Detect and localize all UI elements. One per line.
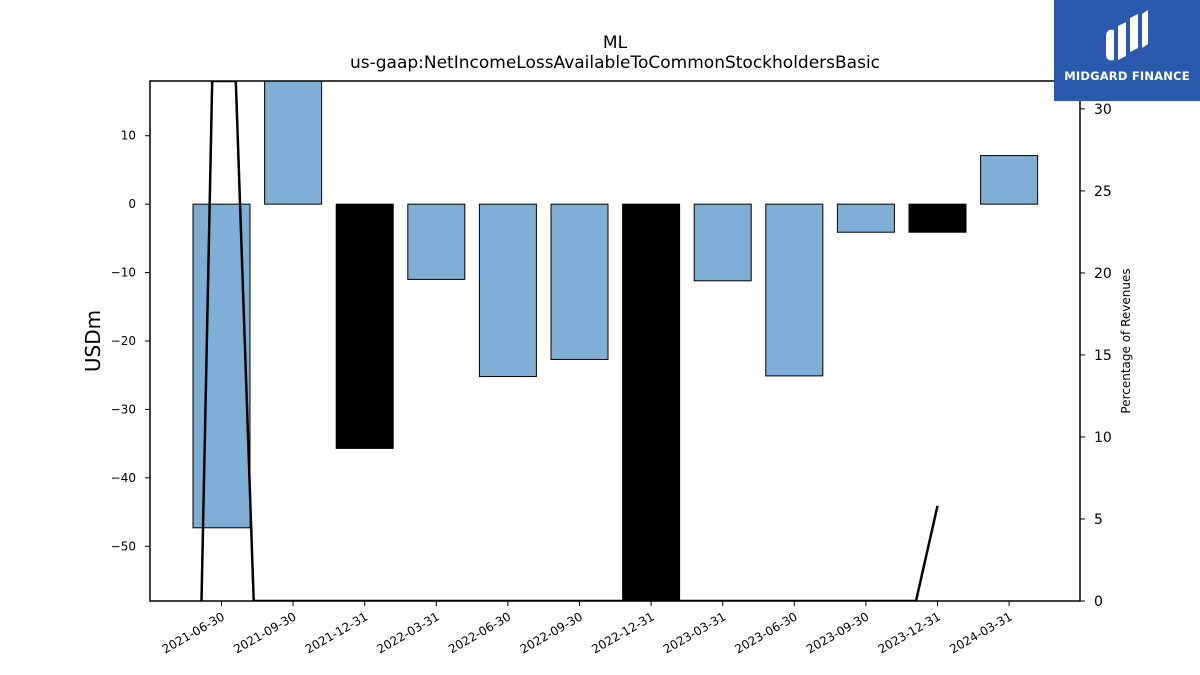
bar [693,203,752,282]
bar [335,203,394,449]
pct-line-group [200,81,939,601]
bar [550,203,609,360]
x-tick-label: 2023-12-31 [876,609,943,656]
y-axis-left: −50 −40 −30 −20 −10 0 10 [111,129,150,553]
bar [836,203,895,233]
y-axis-right: 0 5 10 15 20 25 30 [1080,102,1112,610]
y2-tick-label: 5 [1094,512,1103,528]
bar [192,203,251,529]
x-tick-label: 2023-03-31 [661,609,728,656]
bar [478,203,537,378]
y2-tick-label: 20 [1094,266,1112,282]
x-tick-label: 2022-03-31 [374,609,441,656]
pct-line [200,81,939,601]
x-tick-label: 2023-09-30 [804,609,871,656]
logo-mark-icon [1106,10,1148,61]
y-tick-label: −20 [111,334,136,348]
bar [622,203,681,602]
bar [765,203,824,377]
bar [980,155,1039,205]
y-tick-label: −30 [111,402,136,416]
y2-axis-label: Percentage of Revenues [1119,268,1133,413]
bar [407,203,466,280]
x-tick-label: 2023-06-30 [732,609,799,656]
y2-tick-label: 15 [1094,348,1112,364]
y-tick-label: −40 [111,471,136,485]
x-tick-label: 2021-09-30 [231,609,298,656]
brand-logo: MIDGARD FINANCE [1054,0,1200,101]
x-tick-label: 2022-12-31 [589,609,656,656]
y2-tick-label: 25 [1094,184,1112,200]
bar [908,203,967,233]
y-tick-label: −10 [111,266,136,280]
x-tick-label: 2024-03-31 [947,609,1014,656]
bars-group [192,80,1039,602]
chart-subtitle: us-gaap:NetIncomeLossAvailableToCommonSt… [350,53,880,73]
x-tick-label: 2021-12-31 [303,609,370,656]
x-tick-label: 2022-06-30 [446,609,513,656]
y2-tick-label: 30 [1094,102,1112,118]
y-axis-label: USDm [81,310,105,372]
y-tick-label: 10 [121,129,136,143]
x-axis: 2021-06-30 2021-09-30 2021-12-31 2022-03-31… [160,601,1015,656]
y2-tick-label: 10 [1094,430,1112,446]
chart-title: ML [603,33,628,53]
y-tick-label: 0 [128,197,136,211]
bar [264,80,323,205]
x-tick-label: 2022-09-30 [518,609,585,656]
x-tick-label: 2021-06-30 [160,609,227,656]
y2-tick-label: 0 [1094,594,1103,610]
logo-text: MIDGARD FINANCE [1064,69,1190,83]
y-tick-label: −50 [111,539,136,553]
